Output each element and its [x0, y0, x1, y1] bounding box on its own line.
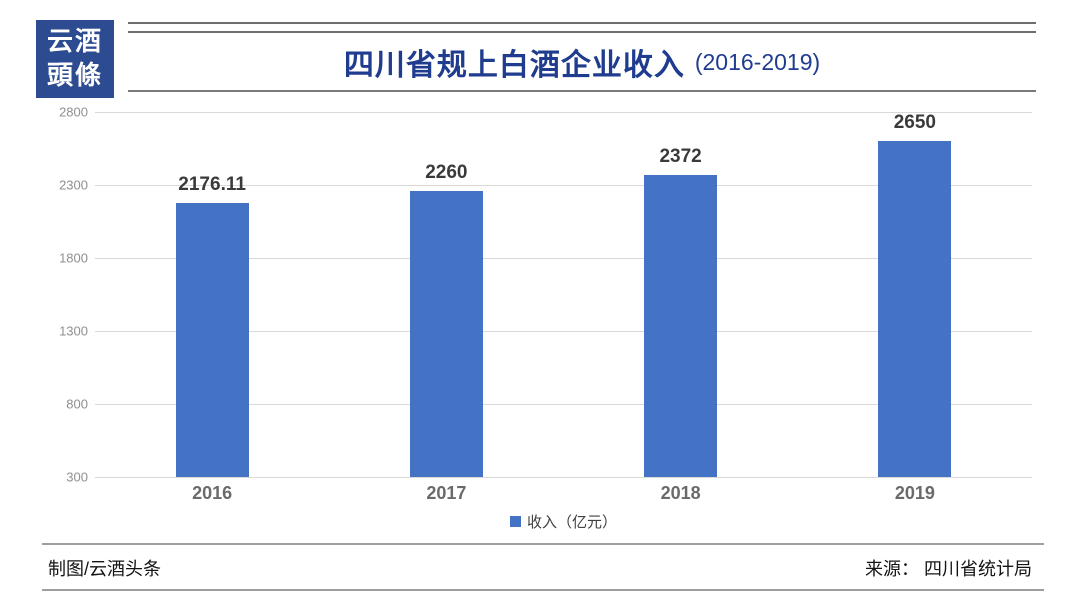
title-bottom-rule: [128, 90, 1036, 92]
bar-slot: 2260: [329, 112, 563, 477]
y-tick-label: 2300: [59, 177, 88, 193]
bar-slot: 2372: [564, 112, 798, 477]
title-top-rule-2: [128, 31, 1036, 33]
legend: 收入（亿元）: [95, 511, 1032, 532]
legend-marker-icon: [509, 516, 521, 527]
y-axis: 2800 2300 1800 1300 800 300: [38, 105, 88, 485]
bar-2017: [409, 190, 483, 477]
bar-value-label: 2650: [893, 112, 937, 133]
bar-2019: [878, 141, 952, 477]
legend-label: 收入（亿元）: [526, 514, 617, 531]
title-wrap: 四川省规上白酒企业收入 (2016-2019): [128, 35, 1036, 89]
bars-row: 2176.11 2260 2372 2650: [95, 112, 1032, 477]
y-tick-label: 2800: [59, 104, 88, 120]
x-tick-label: 2018: [660, 483, 701, 503]
x-axis: 2016 2017 2018 2019: [95, 483, 1032, 504]
x-tick-label: 2016: [192, 483, 233, 503]
gridline: [95, 404, 1032, 405]
footer-bottom-rule: [42, 589, 1044, 591]
gridline: [95, 185, 1032, 186]
logo-line-1: 云酒: [46, 27, 103, 56]
title-top-rule-1: [128, 22, 1036, 24]
gridline: [95, 112, 1032, 113]
bar-value-label: 2372: [659, 145, 702, 167]
x-tick-label: 2019: [894, 483, 935, 503]
chart-subtitle: (2016-2019): [694, 48, 821, 75]
logo-line-2: 頭條: [46, 61, 103, 90]
y-tick-label: 1300: [59, 323, 88, 339]
plot-area: 2176.11 2260 2372 2650: [95, 112, 1032, 478]
x-tick-label: 2017: [426, 483, 467, 503]
gridline: [95, 331, 1032, 332]
y-tick-label: 800: [66, 396, 88, 412]
brand-logo: 云酒 頭條: [36, 20, 114, 98]
footer-top-rule: [42, 543, 1044, 545]
bar-2016: [175, 203, 249, 477]
footer-credit: 制图/云酒头条: [48, 559, 162, 579]
bar-2018: [644, 174, 718, 477]
title-band: 四川省规上白酒企业收入 (2016-2019): [128, 22, 1036, 92]
gridline: [95, 477, 1032, 478]
y-tick-label: 1800: [59, 250, 88, 266]
bar-value-label: 2176.11: [178, 174, 246, 196]
bar-slot: 2650: [798, 112, 1032, 477]
bar-value-label: 2260: [425, 161, 468, 183]
chart-title: 四川省规上白酒企业收入: [343, 49, 685, 82]
gridline: [95, 258, 1032, 259]
y-tick-label: 300: [66, 469, 88, 485]
bar-slot: 2176.11: [95, 112, 329, 477]
footer-source: 来源： 四川省统计局: [864, 559, 1032, 579]
